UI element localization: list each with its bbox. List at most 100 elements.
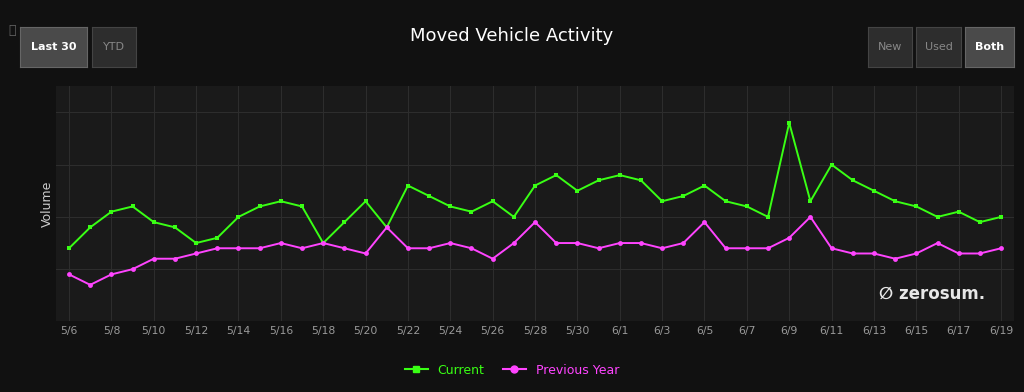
Previous Year [762,246,774,250]
Previous Year [952,251,965,256]
Previous Year [465,246,477,250]
Previous Year [359,251,372,256]
Previous Year [995,246,1008,250]
Current [932,214,944,219]
Current [105,209,118,214]
Previous Year [423,246,435,250]
Previous Year [677,241,689,245]
Current [84,225,96,230]
Previous Year [867,251,880,256]
Text: Moved Vehicle Activity: Moved Vehicle Activity [411,27,613,45]
Current [635,178,647,183]
Current [889,199,901,203]
Previous Year [381,225,393,230]
Current [254,204,266,209]
Text: Last 30: Last 30 [31,42,77,52]
Current [571,189,584,193]
Previous Year [211,246,223,250]
Previous Year [232,246,245,250]
Current [550,173,562,178]
Current [783,120,796,125]
Previous Year [783,236,796,240]
Legend: Current, Previous Year: Current, Previous Year [400,359,624,382]
Current [444,204,457,209]
Previous Year [613,241,626,245]
Current [211,236,223,240]
Current [529,183,542,188]
Previous Year [571,241,584,245]
Previous Year [932,241,944,245]
Current [359,199,372,203]
Current [232,214,245,219]
Previous Year [508,241,520,245]
Current [401,183,414,188]
Current [593,178,605,183]
Text: New: New [879,42,902,52]
Current [740,204,753,209]
Text: ⓘ: ⓘ [8,24,15,36]
Current [910,204,923,209]
Current [762,214,774,219]
Current [126,204,138,209]
Current [508,214,520,219]
Current [847,178,859,183]
Previous Year [889,256,901,261]
Previous Year [105,272,118,277]
Text: ∅ zerosum.: ∅ zerosum. [879,285,985,303]
Line: Current: Current [67,120,1004,251]
Current [974,220,986,225]
Previous Year [84,283,96,287]
Previous Year [147,256,160,261]
Current [296,204,308,209]
Previous Year [804,214,816,219]
Current [825,162,838,167]
Previous Year [401,246,414,250]
Text: YTD: YTD [103,42,125,52]
Previous Year [169,256,181,261]
Previous Year [190,251,203,256]
Current [147,220,160,225]
Current [62,246,75,250]
Current [465,209,477,214]
Current [486,199,499,203]
Current [720,199,732,203]
Previous Year [254,246,266,250]
Text: Used: Used [925,42,952,52]
Current [317,241,330,245]
Current [698,183,711,188]
Current [867,189,880,193]
Previous Year [847,251,859,256]
Current [381,225,393,230]
Previous Year [338,246,350,250]
Current [190,241,203,245]
Current [995,214,1008,219]
Current [169,225,181,230]
Current [338,220,350,225]
Previous Year [635,241,647,245]
Current [274,199,287,203]
Current [423,194,435,198]
Previous Year [486,256,499,261]
Previous Year [825,246,838,250]
Previous Year [656,246,669,250]
Text: Both: Both [975,42,1004,52]
Previous Year [529,220,542,225]
Previous Year [740,246,753,250]
Current [613,173,626,178]
Previous Year [698,220,711,225]
Current [952,209,965,214]
Previous Year [720,246,732,250]
Previous Year [296,246,308,250]
Previous Year [126,267,138,272]
Previous Year [62,272,75,277]
Previous Year [910,251,923,256]
Previous Year [593,246,605,250]
Previous Year [317,241,330,245]
Previous Year [550,241,562,245]
Previous Year [974,251,986,256]
Current [656,199,669,203]
Current [804,199,816,203]
Current [677,194,689,198]
Y-axis label: Volume: Volume [41,181,53,227]
Previous Year [444,241,457,245]
